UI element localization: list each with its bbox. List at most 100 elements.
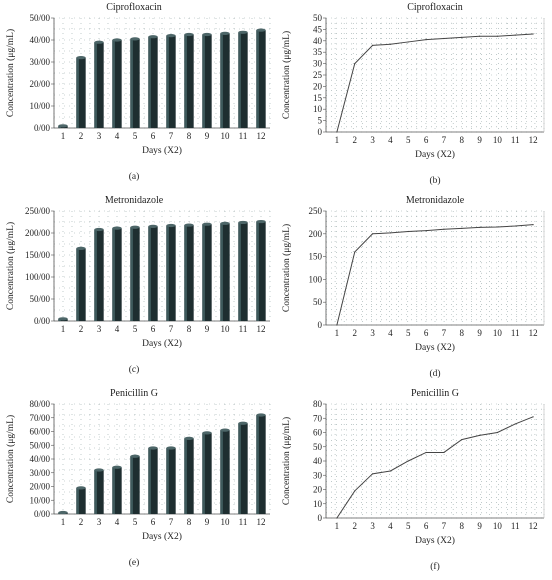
bar [238, 222, 248, 321]
y-tick-label: 20/00 [29, 482, 50, 492]
x-tick-label: 2 [352, 135, 357, 145]
bar-cap [202, 222, 212, 226]
x-tick-label: 11 [511, 328, 520, 338]
y-tick-label: 45 [313, 24, 323, 34]
x-tick-label: 1 [61, 517, 66, 527]
bar-highlight [256, 30, 259, 129]
bar-highlight [112, 40, 115, 128]
bar-cap [130, 454, 140, 458]
data-point [354, 490, 356, 492]
y-tick-label: 0 [318, 127, 323, 137]
y-tick-label: 40 [313, 456, 323, 466]
grid [325, 210, 545, 326]
bar-cap [94, 227, 104, 232]
x-tick-label: 6 [424, 135, 429, 145]
bar-cap [220, 221, 230, 225]
bar-highlight [112, 467, 115, 514]
bar-highlight [220, 430, 223, 514]
data-point [371, 473, 374, 475]
y-tick-label: 10 [313, 104, 323, 114]
y-axis-label: Concentration (μg/mL) [5, 29, 16, 117]
x-tick-label: 11 [511, 135, 520, 145]
bar [94, 229, 104, 321]
data-point [354, 251, 356, 253]
x-tick-label: 3 [370, 328, 375, 338]
x-tick-label: 9 [205, 517, 210, 527]
chart-title: Ciprofloxacin [407, 2, 463, 13]
data-point [389, 470, 392, 472]
bar [220, 223, 230, 321]
x-tick-label: 5 [133, 517, 138, 527]
bar-highlight [94, 229, 97, 321]
y-tick-label: 150 [309, 252, 323, 262]
chart-panel-c: Metronidazole 0/00 50/00 100/00 150/00 200/00… [0, 193, 276, 386]
x-tick-label: 7 [442, 521, 447, 531]
x-axis-label: Days (X2) [142, 338, 182, 349]
y-tick-label: 0/00 [34, 509, 51, 519]
y-tick-label: 5 [318, 116, 323, 126]
bar-highlight [238, 32, 241, 128]
x-tick-label: 2 [352, 328, 357, 338]
bar [112, 40, 122, 128]
x-tick-label: 1 [61, 131, 66, 141]
y-axis-label: Concentration (μg/mL) [5, 415, 16, 503]
x-tick-label: 4 [388, 135, 393, 145]
x-tick-label: 2 [79, 324, 84, 334]
bar-highlight [76, 248, 79, 321]
bar [166, 35, 176, 128]
y-axis-label: Concentration (μg/mL) [5, 222, 16, 310]
bar-cap [148, 224, 158, 228]
y-tick-label: 20 [313, 485, 323, 495]
chart-panel-f: Penicillin G 0 10 20 30 40 50 60 70 80 1 2 3 4 5 6 7 8 9 10… [276, 386, 552, 579]
x-tick-label: 3 [97, 324, 102, 334]
x-tick-label: 12 [257, 517, 266, 527]
x-tick-label: 12 [257, 324, 266, 334]
bar [76, 487, 86, 514]
bar-highlight [238, 222, 241, 321]
chart-title: Penicillin G [411, 388, 459, 399]
bar-cap [256, 219, 266, 224]
data-point [443, 228, 445, 230]
bar-highlight [202, 224, 205, 321]
data-point [532, 416, 534, 418]
y-tick-label: 50 [313, 442, 323, 452]
data-point [371, 233, 374, 235]
bar [94, 470, 104, 514]
x-tick-label: 9 [205, 131, 210, 141]
chart-svg-a: Ciprofloxacin 0/00 10/00 20/00 30/00 40/00 50/… [5, 2, 271, 182]
bar-cap [184, 32, 194, 37]
data-point [425, 451, 427, 454]
grid [53, 210, 271, 322]
y-tick-label: 40 [313, 36, 323, 46]
x-axis-label: Days (X2) [415, 535, 455, 546]
data-point [514, 34, 516, 36]
y-tick-label: 10/00 [29, 495, 50, 505]
bar [238, 423, 248, 514]
x-tick-label: 10 [493, 328, 503, 338]
data-point [532, 33, 534, 35]
x-tick-label: 6 [151, 131, 156, 141]
x-tick-label: 1 [335, 328, 340, 338]
bar [184, 34, 194, 128]
y-axis-label: Concentration (μg/mL) [281, 31, 292, 119]
y-tick-label: 60/00 [29, 427, 50, 437]
bar-highlight [76, 57, 79, 128]
data-point [443, 451, 445, 454]
bar [220, 33, 230, 128]
y-tick-label: 150/00 [25, 250, 51, 260]
bar-cap [148, 35, 158, 39]
data-point [354, 63, 356, 65]
chart-panel-e: Penicillin G 0/00 10/00 20/00 30/00 40/00 50/0… [0, 386, 276, 579]
bar [112, 228, 122, 321]
bar [202, 432, 212, 514]
bar [220, 430, 230, 514]
bar-cap [94, 40, 104, 44]
data-point [461, 36, 463, 38]
x-tick-label: 12 [529, 135, 538, 145]
data-point [371, 44, 374, 46]
bar-highlight [94, 42, 97, 129]
bar-cap [130, 37, 140, 41]
x-tick-label: 4 [115, 517, 120, 527]
bar-highlight [238, 423, 241, 514]
